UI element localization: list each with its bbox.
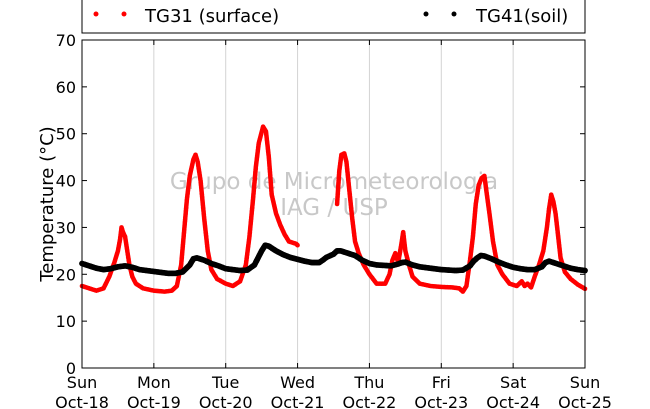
legend-marker-soil-1 xyxy=(423,11,429,17)
y-tick-label: 10 xyxy=(56,312,76,331)
x-tick-label-day: Tue xyxy=(211,373,239,392)
y-tick-label: 0 xyxy=(66,359,76,378)
x-tick-label-date: Oct-24 xyxy=(486,393,540,409)
legend-box xyxy=(81,0,586,34)
legend-label-surface: TG31 (surface) xyxy=(144,6,279,27)
plot-frame xyxy=(81,39,586,369)
y-tick-label: 30 xyxy=(56,218,76,237)
y-tick-label: 60 xyxy=(56,78,76,97)
x-tick-label-day: Sun xyxy=(67,373,97,392)
x-tick-label-day: Fri xyxy=(432,373,451,392)
legend-label-soil: TG41(soil) xyxy=(475,6,568,27)
x-tick-label-day: Sun xyxy=(570,373,600,392)
y-axis-label: Temperature (°C) xyxy=(37,126,58,282)
x-tick-label-day: Wed xyxy=(280,373,315,392)
x-tick-label-date: Oct-20 xyxy=(199,393,253,409)
x-tick-label-date: Oct-23 xyxy=(414,393,468,409)
x-tick-label-date: Oct-18 xyxy=(55,393,109,409)
legend: TG31 (surface) TG41(soil) xyxy=(81,0,586,34)
legend-marker-surface-1 xyxy=(93,11,99,17)
watermark-line-1: Grupo de Micrometeorologia xyxy=(170,169,498,195)
watermark-line-2: IAG / USP xyxy=(280,195,388,221)
series-soil xyxy=(79,242,588,277)
x-tick-label-date: Oct-25 xyxy=(558,393,612,409)
x-tick-label-day: Mon xyxy=(137,373,171,392)
x-tick-label-day: Thu xyxy=(353,373,384,392)
y-tick-label: 50 xyxy=(56,125,76,144)
x-tick-label-date: Oct-21 xyxy=(271,393,325,409)
x-tick-label-date: Oct-22 xyxy=(343,393,397,409)
y-tick-label: 20 xyxy=(56,265,76,284)
legend-marker-surface-2 xyxy=(121,11,127,17)
data-series-layer xyxy=(79,124,588,294)
y-tick-label: 40 xyxy=(56,172,76,191)
data-point xyxy=(295,242,300,248)
vertical-grid-lines xyxy=(153,40,514,368)
y-tick-label: 70 xyxy=(56,31,76,50)
axis-ticks: SunOct-18MonOct-19TueOct-20WedOct-21ThuO… xyxy=(55,31,612,409)
legend-marker-soil-2 xyxy=(451,11,457,17)
x-tick-label-date: Oct-19 xyxy=(127,393,181,409)
x-tick-label-day: Sat xyxy=(500,373,526,392)
series-surface xyxy=(79,124,588,294)
